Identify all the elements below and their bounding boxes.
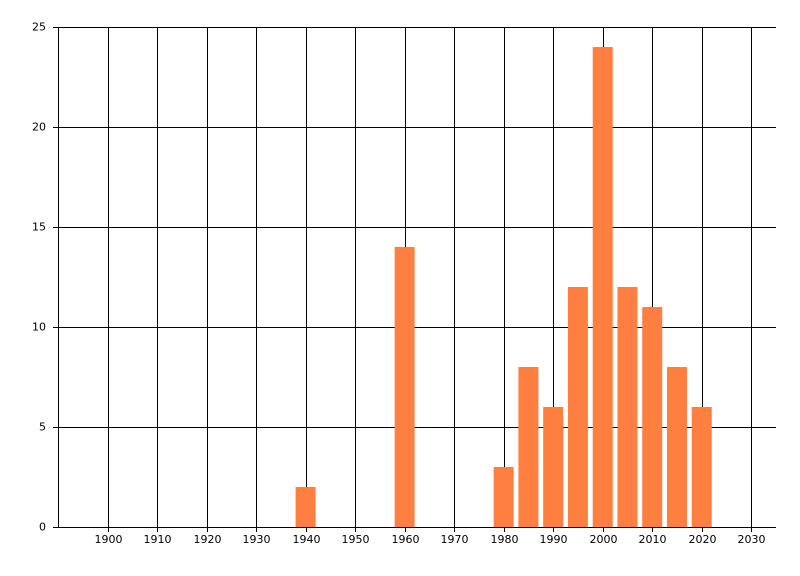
x-tick-label: 1900 bbox=[95, 533, 123, 546]
x-tick-label: 1970 bbox=[441, 533, 469, 546]
bar bbox=[567, 287, 588, 527]
x-tick-label: 2030 bbox=[738, 533, 766, 546]
bar bbox=[617, 287, 638, 527]
y-tick-label: 25 bbox=[32, 21, 46, 34]
x-tick-label: 1930 bbox=[243, 533, 271, 546]
x-tick-label: 1980 bbox=[491, 533, 519, 546]
x-tick-label: 1940 bbox=[293, 533, 321, 546]
x-tick-label: 2020 bbox=[689, 533, 717, 546]
bar bbox=[642, 307, 663, 527]
bar bbox=[666, 367, 687, 527]
x-tick-label: 1950 bbox=[342, 533, 370, 546]
bar bbox=[518, 367, 539, 527]
bar bbox=[493, 467, 514, 527]
y-tick-label: 20 bbox=[32, 121, 46, 134]
x-tick-label: 1990 bbox=[540, 533, 568, 546]
x-tick-label: 1920 bbox=[194, 533, 222, 546]
bar bbox=[394, 247, 415, 527]
y-tick-label: 5 bbox=[39, 421, 46, 434]
x-tick-label: 1960 bbox=[392, 533, 420, 546]
x-tick-label: 2000 bbox=[590, 533, 618, 546]
bar bbox=[543, 407, 564, 527]
y-tick-label: 0 bbox=[39, 521, 46, 534]
y-tick-label: 10 bbox=[32, 321, 46, 334]
y-tick-label: 15 bbox=[32, 221, 46, 234]
bar bbox=[592, 47, 613, 527]
bar bbox=[691, 407, 712, 527]
x-tick-label: 1910 bbox=[144, 533, 172, 546]
bar bbox=[295, 487, 316, 527]
x-tick-label: 2010 bbox=[639, 533, 667, 546]
